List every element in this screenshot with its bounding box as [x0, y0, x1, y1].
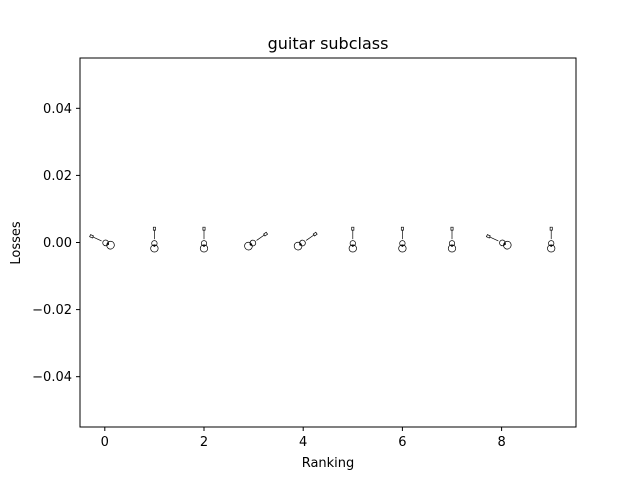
x-tick-label: 8 [497, 435, 505, 450]
guitar-marker [199, 226, 209, 253]
x-tick-label: 0 [101, 435, 109, 450]
y-tick-label: −0.04 [32, 370, 72, 385]
ticks: 0 2 4 6 8 −0.04 −0.02 0.00 0.02 0.04 [32, 102, 506, 450]
guitar-marker [348, 226, 357, 253]
y-tick-label: −0.02 [32, 303, 72, 318]
y-tick-label: 0.02 [43, 169, 72, 184]
guitar-marker [398, 226, 407, 253]
guitar-marker [244, 231, 269, 251]
guitar-marker [150, 226, 159, 253]
x-tick-label: 2 [200, 435, 208, 450]
guitar-marker [547, 226, 556, 253]
guitar-marker [447, 226, 457, 253]
plot-frame [79, 57, 577, 428]
y-tick-label: 0.00 [43, 236, 72, 251]
guitar-marker [485, 234, 512, 250]
y-axis-label: Losses [9, 221, 24, 265]
y-tick-label: 0.04 [43, 102, 72, 117]
guitar-marker [89, 234, 115, 250]
x-tick-label: 4 [299, 435, 307, 450]
data-points [89, 226, 556, 253]
guitar-marker [293, 231, 318, 251]
chart-title: guitar subclass [268, 34, 389, 53]
x-tick-label: 6 [398, 435, 406, 450]
x-axis-label: Ranking [302, 456, 355, 471]
